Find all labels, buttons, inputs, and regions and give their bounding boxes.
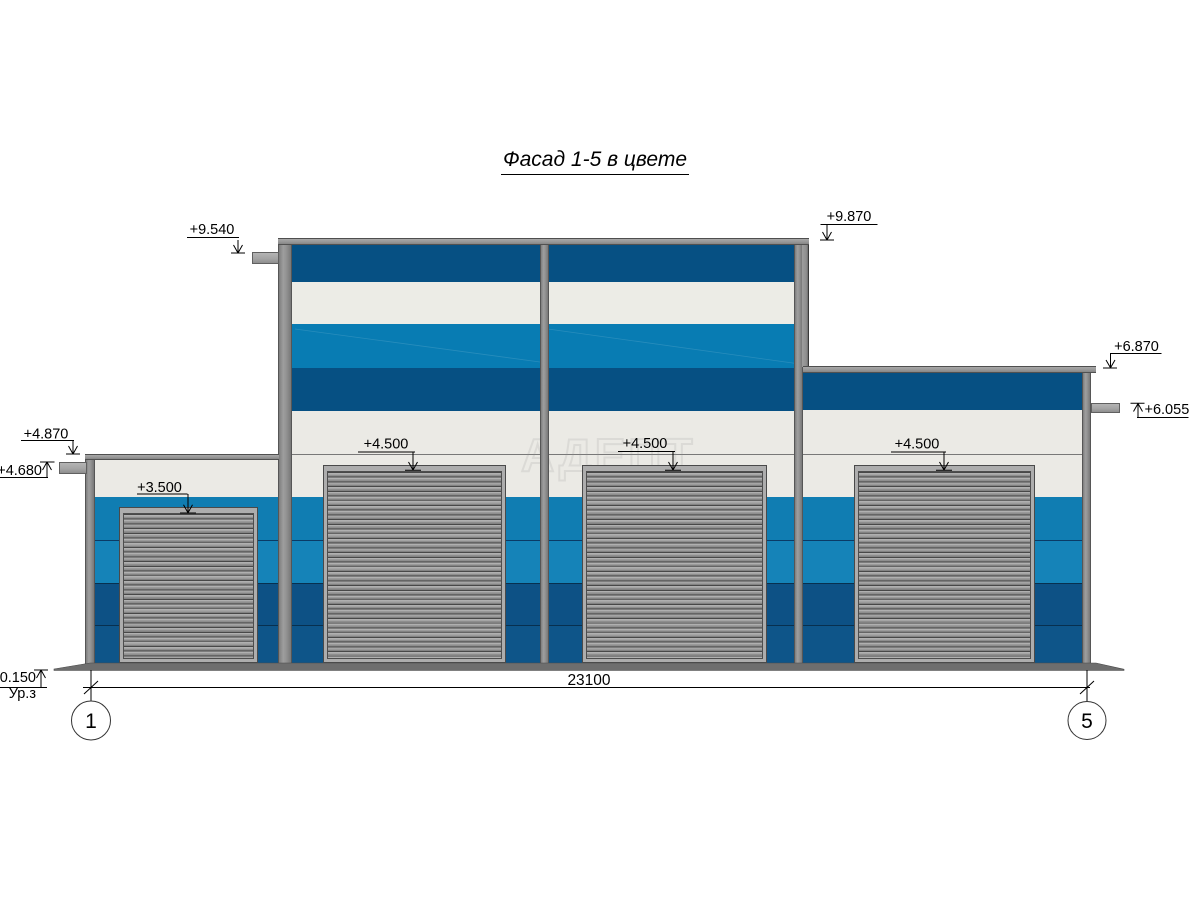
svg-text:+4.500: +4.500 bbox=[364, 437, 409, 453]
svg-text:-0.150: -0.150 bbox=[0, 670, 36, 686]
svg-text:+3.500: +3.500 bbox=[137, 480, 182, 496]
svg-text:+9.540: +9.540 bbox=[190, 222, 235, 238]
svg-text:+6.870: +6.870 bbox=[1114, 339, 1159, 355]
svg-text:23100: 23100 bbox=[567, 672, 610, 689]
svg-text:1: 1 bbox=[85, 710, 97, 733]
svg-text:Ур.з: Ур.з bbox=[9, 686, 37, 702]
svg-text:+4.870: +4.870 bbox=[24, 427, 69, 443]
svg-text:+9.870: +9.870 bbox=[827, 209, 872, 225]
svg-text:+4.500: +4.500 bbox=[895, 437, 940, 453]
svg-text:+4.680: +4.680 bbox=[0, 463, 42, 479]
svg-text:+6.055: +6.055 bbox=[1145, 402, 1190, 418]
svg-text:5: 5 bbox=[1081, 710, 1093, 733]
svg-text:+4.500: +4.500 bbox=[623, 436, 668, 452]
